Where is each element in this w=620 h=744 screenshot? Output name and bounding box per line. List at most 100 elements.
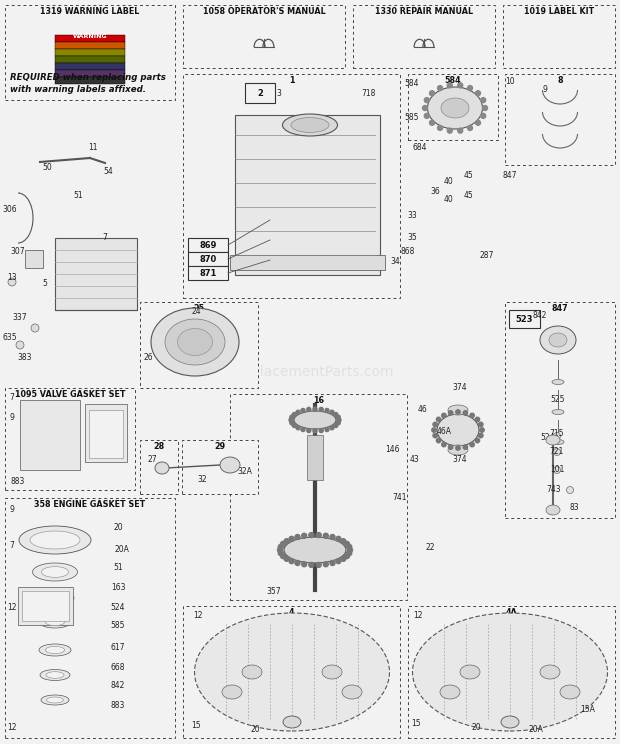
Bar xyxy=(183,5,345,68)
Text: 870: 870 xyxy=(200,254,216,263)
Text: 306: 306 xyxy=(2,205,17,214)
Text: 383: 383 xyxy=(18,353,32,362)
Ellipse shape xyxy=(36,591,74,605)
Ellipse shape xyxy=(177,329,213,356)
Circle shape xyxy=(337,418,341,422)
Text: 15A: 15A xyxy=(580,705,595,714)
Text: 33: 33 xyxy=(407,211,417,219)
Circle shape xyxy=(475,417,480,422)
Text: 163: 163 xyxy=(111,583,125,591)
Text: 842: 842 xyxy=(111,682,125,690)
Circle shape xyxy=(292,423,296,428)
Text: 83: 83 xyxy=(569,504,579,513)
Circle shape xyxy=(330,560,335,565)
Text: 869: 869 xyxy=(199,240,216,249)
Text: 741: 741 xyxy=(392,493,407,502)
Circle shape xyxy=(480,428,484,432)
Text: 871: 871 xyxy=(199,269,216,278)
Circle shape xyxy=(480,113,485,118)
Text: 28: 28 xyxy=(153,442,165,451)
Text: 523: 523 xyxy=(516,315,533,324)
Text: 4A: 4A xyxy=(506,608,517,617)
Bar xyxy=(20,400,80,470)
Text: 1330 REPAIR MANUAL: 1330 REPAIR MANUAL xyxy=(375,7,473,16)
Ellipse shape xyxy=(283,114,337,136)
Text: 32: 32 xyxy=(197,475,207,484)
Circle shape xyxy=(341,539,346,544)
Text: 12: 12 xyxy=(414,612,423,620)
Circle shape xyxy=(336,415,340,419)
Text: 26: 26 xyxy=(143,353,153,362)
Circle shape xyxy=(441,443,446,446)
Ellipse shape xyxy=(552,379,564,385)
Circle shape xyxy=(458,128,463,133)
Ellipse shape xyxy=(222,685,242,699)
Circle shape xyxy=(289,559,294,564)
Ellipse shape xyxy=(41,695,69,705)
Bar xyxy=(140,302,258,388)
Circle shape xyxy=(336,421,340,425)
Text: with warning labels affixed.: with warning labels affixed. xyxy=(10,86,146,94)
Circle shape xyxy=(295,560,300,565)
Circle shape xyxy=(476,121,480,125)
Circle shape xyxy=(436,438,441,443)
Text: 307: 307 xyxy=(11,248,25,257)
Circle shape xyxy=(463,445,467,449)
Circle shape xyxy=(309,533,314,538)
Circle shape xyxy=(31,324,39,332)
Circle shape xyxy=(278,548,283,553)
Text: 15: 15 xyxy=(191,722,201,731)
Bar xyxy=(18,587,73,625)
Ellipse shape xyxy=(552,409,564,414)
Circle shape xyxy=(284,539,289,544)
Circle shape xyxy=(448,445,453,449)
Text: 20A: 20A xyxy=(529,725,544,734)
Text: 374: 374 xyxy=(453,383,467,393)
Circle shape xyxy=(475,438,480,443)
Ellipse shape xyxy=(195,613,389,731)
Circle shape xyxy=(336,559,341,564)
Text: WARNING: WARNING xyxy=(73,34,107,39)
Ellipse shape xyxy=(284,537,346,563)
Ellipse shape xyxy=(151,308,239,376)
Text: 27: 27 xyxy=(147,455,157,464)
Text: 715: 715 xyxy=(550,429,564,438)
Bar xyxy=(89,410,123,458)
Ellipse shape xyxy=(40,670,70,681)
Text: 525: 525 xyxy=(551,396,565,405)
Circle shape xyxy=(438,126,443,130)
Ellipse shape xyxy=(32,563,78,581)
Ellipse shape xyxy=(220,457,240,473)
Circle shape xyxy=(319,408,323,411)
Circle shape xyxy=(424,97,429,103)
Text: 32A: 32A xyxy=(237,466,252,475)
Ellipse shape xyxy=(294,411,336,429)
Text: 25: 25 xyxy=(193,304,205,313)
Circle shape xyxy=(554,432,560,440)
Ellipse shape xyxy=(291,118,329,132)
Text: 7: 7 xyxy=(9,540,14,550)
Circle shape xyxy=(323,533,329,538)
Ellipse shape xyxy=(43,594,66,602)
Bar xyxy=(183,606,400,738)
Text: 847: 847 xyxy=(503,170,517,179)
Bar xyxy=(353,5,495,68)
Bar xyxy=(55,49,125,56)
Ellipse shape xyxy=(441,98,469,118)
Bar xyxy=(22,591,69,621)
Circle shape xyxy=(289,418,293,422)
Text: 54: 54 xyxy=(103,167,113,176)
Bar xyxy=(5,498,175,738)
Text: 12: 12 xyxy=(7,723,17,733)
Circle shape xyxy=(430,91,435,96)
Circle shape xyxy=(347,545,352,549)
Circle shape xyxy=(438,86,443,91)
Ellipse shape xyxy=(448,445,468,455)
Text: 9: 9 xyxy=(542,85,547,94)
Text: 617: 617 xyxy=(111,644,125,652)
Text: 4: 4 xyxy=(289,608,294,617)
Bar xyxy=(5,5,175,100)
Ellipse shape xyxy=(428,87,482,129)
Ellipse shape xyxy=(412,613,608,731)
Bar xyxy=(188,238,228,252)
